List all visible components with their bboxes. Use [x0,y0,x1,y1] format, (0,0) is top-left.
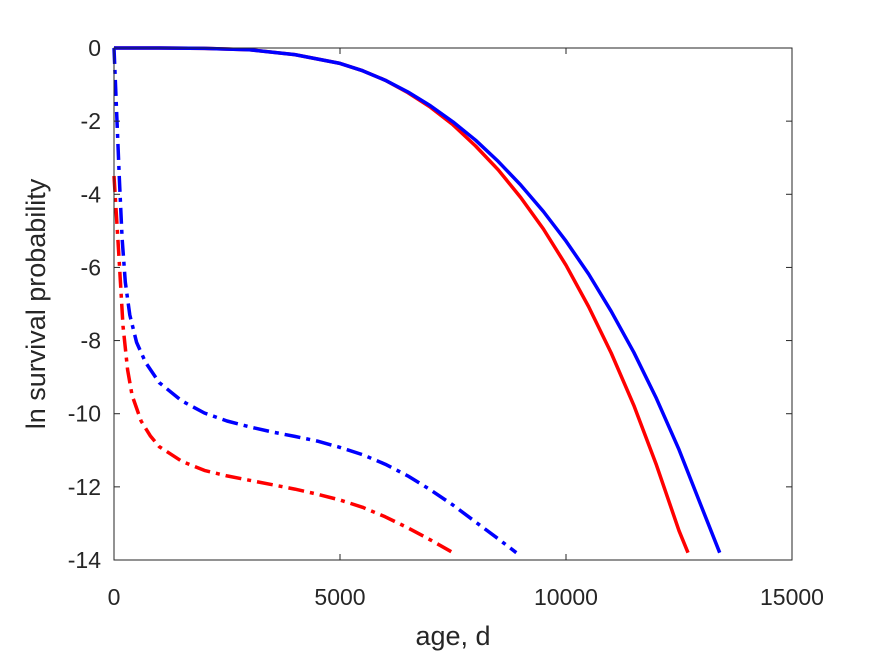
series-layer [112,46,722,555]
x-tick-label: 10000 [534,584,598,610]
y-tick-label: -12 [68,474,101,500]
plot-frame [113,47,793,561]
y-tick-label: -6 [81,254,101,280]
y-tick-label: -2 [81,108,101,134]
x-axis-label: age, d [415,621,490,651]
series-line-3 [112,47,518,555]
series-line-2 [112,175,454,555]
y-tick-label: -4 [81,181,102,207]
x-tick-label: 0 [108,584,121,610]
y-tick-label: -14 [68,547,101,573]
series-line-1 [114,46,722,554]
y-tick-label: -8 [81,328,101,354]
x-tick-label: 5000 [314,584,365,610]
y-axis-label: ln survival probability [21,178,51,429]
y-tick-label: -10 [68,401,101,427]
x-tick-label: 15000 [760,584,824,610]
y-tick-label: 0 [88,35,101,61]
tick-layer: 0 5000 10000 15000 0 -2 -4 -6 -8 -10 -12 -14 [68,35,824,610]
